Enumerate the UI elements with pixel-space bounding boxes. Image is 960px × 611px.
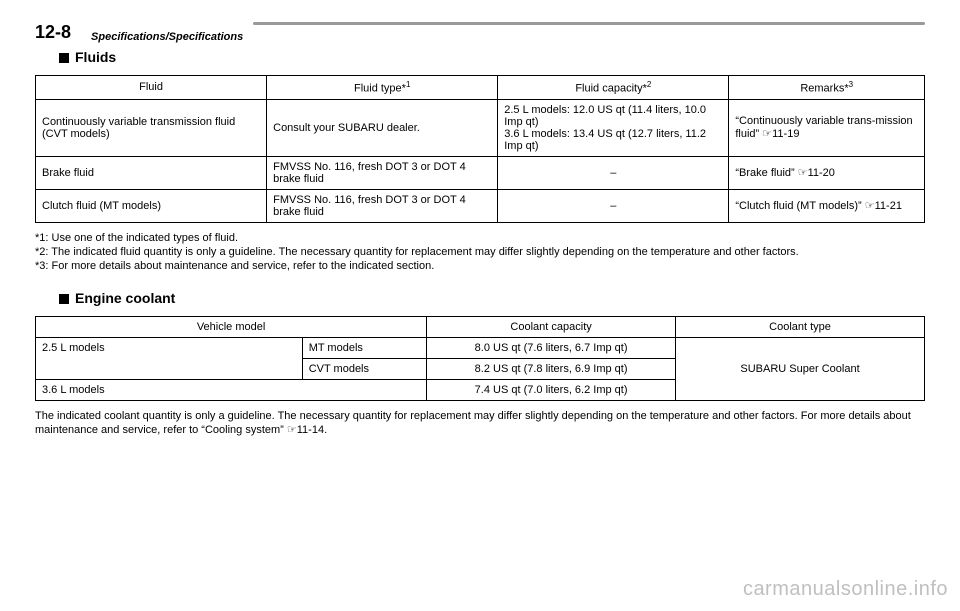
watermark: carmanualsonline.info (743, 578, 948, 601)
cell-remarks: “Clutch fluid (MT models)” ☞11-21 (729, 189, 925, 222)
coolant-h3: Coolant type (676, 316, 925, 337)
footnote: *3: For more details about maintenance a… (35, 259, 925, 273)
cell-capacity: 8.2 US qt (7.8 liters, 6.9 Imp qt) (427, 358, 676, 379)
bullet-square (59, 53, 69, 63)
coolant-table: Vehicle model Coolant capacity Coolant t… (35, 316, 925, 401)
footnote: *1: Use one of the indicated types of fl… (35, 231, 925, 245)
cell-fluid: Brake fluid (36, 156, 267, 189)
fluids-h2-text: Fluid type* (354, 83, 406, 95)
fluids-title: Fluids (75, 49, 116, 65)
fluids-h1: Fluid (36, 76, 267, 100)
cell-capacity: – (498, 156, 729, 189)
page-header: 12-8 Specifications/Specifications (35, 20, 925, 43)
coolant-h1: Vehicle model (36, 316, 427, 337)
table-row: Continuously variable transmission fluid… (36, 99, 925, 156)
cell-fluid: Clutch fluid (MT models) (36, 189, 267, 222)
fluids-h3: Fluid capacity*2 (498, 76, 729, 100)
fluids-h3-sup: 2 (647, 80, 651, 89)
table-row: Brake fluid FMVSS No. 116, fresh DOT 3 o… (36, 156, 925, 189)
footnote: *2: The indicated fluid quantity is only… (35, 245, 925, 259)
fluids-footnotes: *1: Use one of the indicated types of fl… (35, 231, 925, 274)
coolant-header-row: Vehicle model Coolant capacity Coolant t… (36, 316, 925, 337)
cell-type: FMVSS No. 116, fresh DOT 3 or DOT 4 brak… (267, 189, 498, 222)
cell-model: 2.5 L models (36, 337, 303, 379)
fluids-h4-text: Remarks* (800, 83, 848, 95)
fluids-h3-text: Fluid capacity* (575, 83, 647, 95)
page-number: 12-8 (35, 22, 71, 43)
coolant-h2: Coolant capacity (427, 316, 676, 337)
coolant-footnote: The indicated coolant quantity is only a… (35, 409, 925, 438)
fluids-table: Fluid Fluid type*1 Fluid capacity*2 Rema… (35, 75, 925, 223)
cell-capacity: 2.5 L models: 12.0 US qt (11.4 liters, 1… (498, 99, 729, 156)
coolant-title-row: Engine coolant (59, 290, 925, 306)
cell-remarks: “Continuously variable trans-mission flu… (729, 99, 925, 156)
table-row: 2.5 L models MT models 8.0 US qt (7.6 li… (36, 337, 925, 358)
fluids-h4: Remarks*3 (729, 76, 925, 100)
cell-capacity: – (498, 189, 729, 222)
fluids-h4-sup: 3 (849, 80, 853, 89)
breadcrumb: Specifications/Specifications (91, 31, 243, 43)
fluids-header-row: Fluid Fluid type*1 Fluid capacity*2 Rema… (36, 76, 925, 100)
bullet-square (59, 294, 69, 304)
cell-capacity: 8.0 US qt (7.6 liters, 6.7 Imp qt) (427, 337, 676, 358)
cell-type: SUBARU Super Coolant (676, 337, 925, 400)
page-content: 12-8 Specifications/Specifications Fluid… (0, 0, 960, 437)
fluids-h2-sup: 1 (406, 80, 410, 89)
table-row: Clutch fluid (MT models) FMVSS No. 116, … (36, 189, 925, 222)
cell-capacity: 7.4 US qt (7.0 liters, 6.2 Imp qt) (427, 379, 676, 400)
cell-remarks: “Brake fluid” ☞11-20 (729, 156, 925, 189)
cell-model: 3.6 L models (36, 379, 427, 400)
fluids-title-row: Fluids (59, 49, 925, 65)
fluids-h2: Fluid type*1 (267, 76, 498, 100)
cell-sub: MT models (302, 337, 426, 358)
header-rule (253, 22, 925, 25)
coolant-title: Engine coolant (75, 290, 175, 306)
cell-type: Consult your SUBARU dealer. (267, 99, 498, 156)
cell-sub: CVT models (302, 358, 426, 379)
cell-type: FMVSS No. 116, fresh DOT 3 or DOT 4 brak… (267, 156, 498, 189)
cell-fluid: Continuously variable transmission fluid… (36, 99, 267, 156)
